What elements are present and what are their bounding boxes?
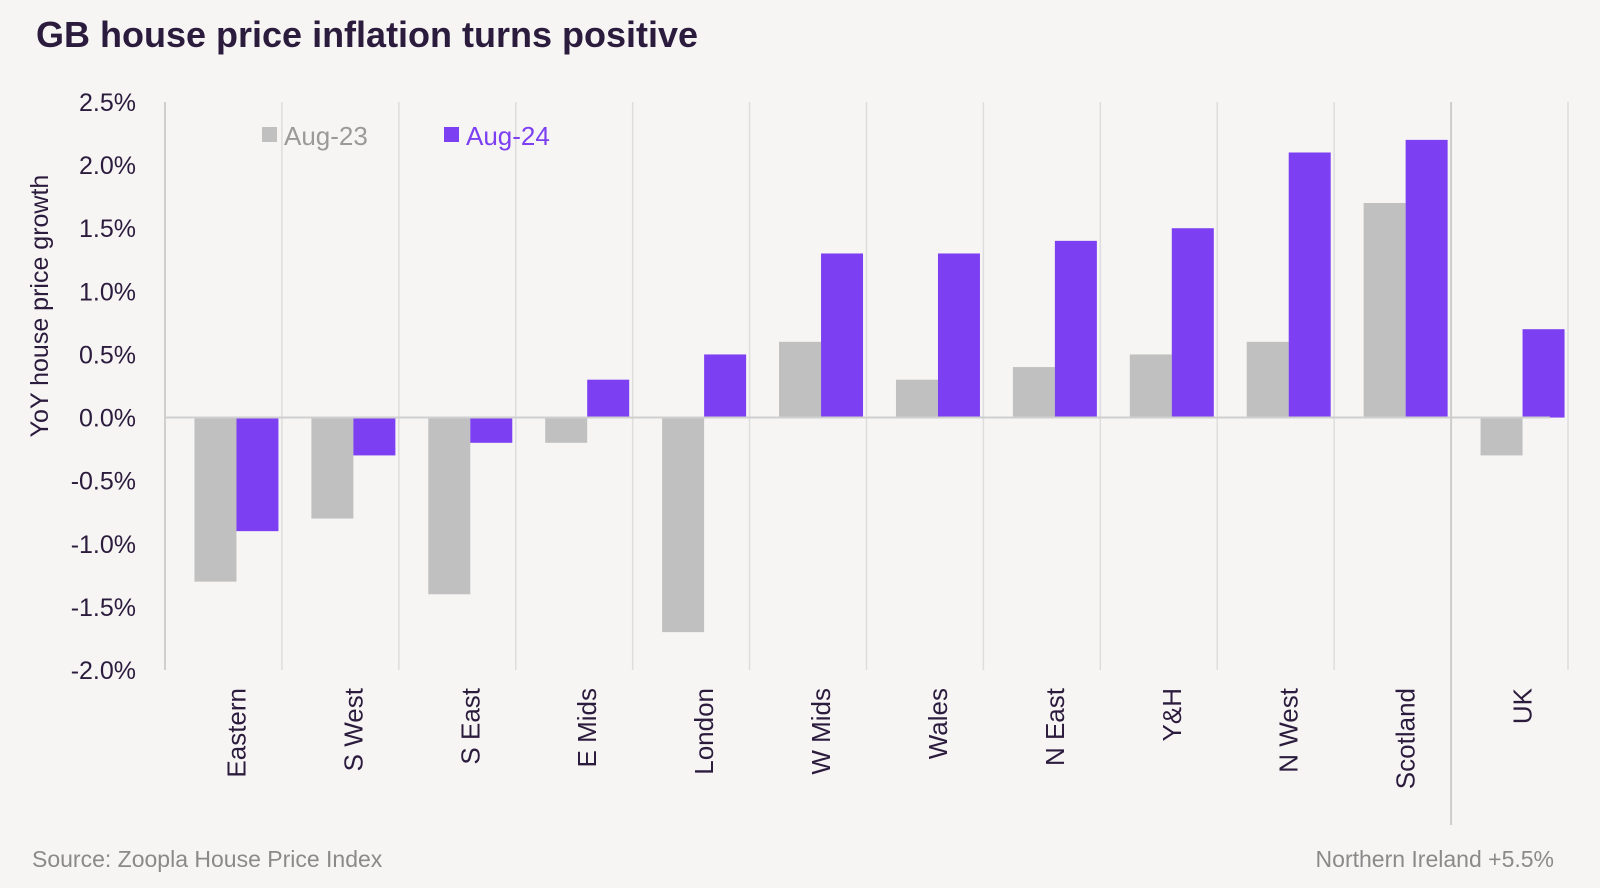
- category-label: Y&H: [1157, 688, 1187, 741]
- category-label: S West: [338, 687, 368, 771]
- bar-aug24: [1405, 139, 1448, 418]
- y-tick-label: 2.0%: [79, 152, 136, 180]
- bar-aug23: [895, 379, 938, 418]
- legend-aug24-swatch: [444, 127, 459, 142]
- y-tick-label: 1.0%: [79, 278, 136, 306]
- bar-aug23: [779, 341, 822, 418]
- northern-ireland-note: Northern Ireland +5.5%: [1315, 846, 1554, 872]
- y-tick-label: 1.5%: [79, 215, 136, 243]
- bar-aug24: [587, 379, 630, 418]
- category-label: N West: [1274, 687, 1304, 773]
- y-tick-label: 0.5%: [79, 341, 136, 369]
- legend-aug23-label: Aug-23: [284, 121, 368, 151]
- bar-aug24: [704, 354, 747, 418]
- bar-aug23: [1246, 341, 1289, 418]
- bar-aug23: [662, 417, 705, 633]
- bar-aug23: [1012, 367, 1055, 418]
- bar-aug23: [311, 417, 354, 519]
- legend-aug23-swatch: [262, 127, 277, 142]
- bar-aug23: [1480, 417, 1523, 456]
- bar-aug24: [470, 417, 513, 443]
- y-tick-label: -1.0%: [71, 531, 136, 559]
- category-label: Eastern: [221, 688, 251, 778]
- y-tick-label: -1.5%: [71, 594, 136, 622]
- chart-title: GB house price inflation turns positive: [36, 14, 699, 55]
- bar-aug23: [545, 417, 588, 443]
- bar-aug23: [194, 417, 237, 582]
- y-tick-label: -0.5%: [71, 468, 136, 496]
- category-label: E Mids: [572, 688, 602, 767]
- category-label: London: [689, 688, 719, 775]
- bar-aug24: [937, 253, 980, 418]
- bar-aug24: [1054, 240, 1097, 418]
- bar-aug23: [1129, 354, 1172, 418]
- bar-aug24: [1522, 329, 1565, 418]
- bar-aug23: [428, 417, 471, 595]
- category-label: Wales: [923, 688, 953, 759]
- y-tick-label: -2.0%: [71, 657, 136, 685]
- bar-aug24: [1171, 228, 1214, 418]
- y-axis-title: YoY house price growth: [26, 175, 54, 438]
- category-label: S East: [455, 687, 485, 764]
- legend-aug24-label: Aug-24: [466, 121, 550, 151]
- y-tick-label: 0.0%: [79, 405, 136, 433]
- source-note: Source: Zoopla House Price Index: [32, 846, 383, 872]
- bar-aug24: [1288, 152, 1331, 418]
- category-label: N East: [1040, 687, 1070, 766]
- category-label: UK: [1508, 687, 1538, 724]
- bar-aug24: [236, 417, 279, 532]
- category-label: W Mids: [806, 688, 836, 775]
- bar-aug24: [353, 417, 396, 456]
- bar-aug24: [821, 253, 864, 418]
- bar-aug23: [1363, 202, 1406, 418]
- y-tick-label: 2.5%: [79, 89, 136, 117]
- category-label: Scotland: [1391, 688, 1421, 789]
